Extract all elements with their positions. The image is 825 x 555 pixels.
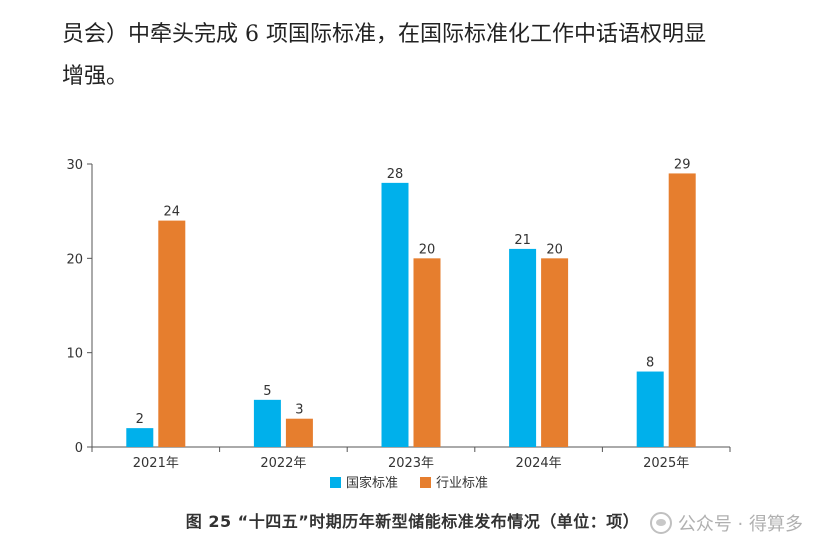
bar-industry — [541, 258, 569, 447]
y-tick-label: 20 — [66, 252, 83, 267]
legend-swatch — [420, 477, 431, 488]
data-label: 3 — [295, 403, 303, 418]
watermark: 公众号 · 得算多 — [649, 510, 803, 536]
x-tick-label: 2025年 — [643, 456, 689, 471]
y-tick-label: 30 — [66, 158, 83, 173]
legend-label: 国家标准 — [346, 475, 398, 491]
data-label: 2 — [136, 412, 144, 427]
data-label: 24 — [164, 205, 181, 220]
y-tick-label: 10 — [66, 347, 83, 362]
data-label: 20 — [546, 242, 563, 257]
x-tick-label: 2024年 — [516, 456, 562, 471]
data-label: 20 — [419, 242, 436, 257]
bar-industry — [413, 258, 441, 447]
body-text: 员会）中牵头完成 6 项国际标准，在国际标准化工作中话语权明显 增强。 — [62, 14, 802, 98]
legend-swatch — [330, 477, 341, 488]
x-tick-label: 2023年 — [388, 456, 434, 471]
body-text-line-1: 员会）中牵头完成 6 项国际标准，在国际标准化工作中话语权明显 — [62, 22, 706, 47]
body-text-line-2: 增强。 — [62, 64, 129, 89]
bar-chart: 0 10 20 30 2021年 2022年 2023年 2024年 2025年 2 5 28 21 8 2… — [66, 157, 731, 491]
figure-caption: 图 25 “十四五”时期历年新型储能标准发布情况（单位：项） — [185, 512, 640, 531]
legend-label: 行业标准 — [436, 476, 488, 491]
bar-national — [381, 182, 409, 447]
data-label: 8 — [646, 356, 654, 371]
x-tick-label: 2022年 — [260, 456, 306, 471]
bar-national — [253, 399, 281, 447]
wechat-logo-icon — [649, 512, 672, 534]
bar-national — [509, 248, 537, 447]
data-label: 28 — [387, 167, 404, 182]
x-tick-label: 2021年 — [133, 456, 179, 471]
bar-national — [636, 371, 664, 447]
watermark-text: 公众号 · 得算多 — [677, 514, 803, 535]
y-tick-label: 0 — [75, 441, 83, 456]
data-label: 29 — [674, 157, 691, 172]
data-label: 21 — [514, 233, 531, 248]
bar-industry — [285, 418, 313, 447]
bar-industry — [158, 220, 186, 447]
bar-national — [126, 428, 154, 447]
data-label: 5 — [263, 384, 271, 399]
bar-industry — [668, 173, 696, 447]
